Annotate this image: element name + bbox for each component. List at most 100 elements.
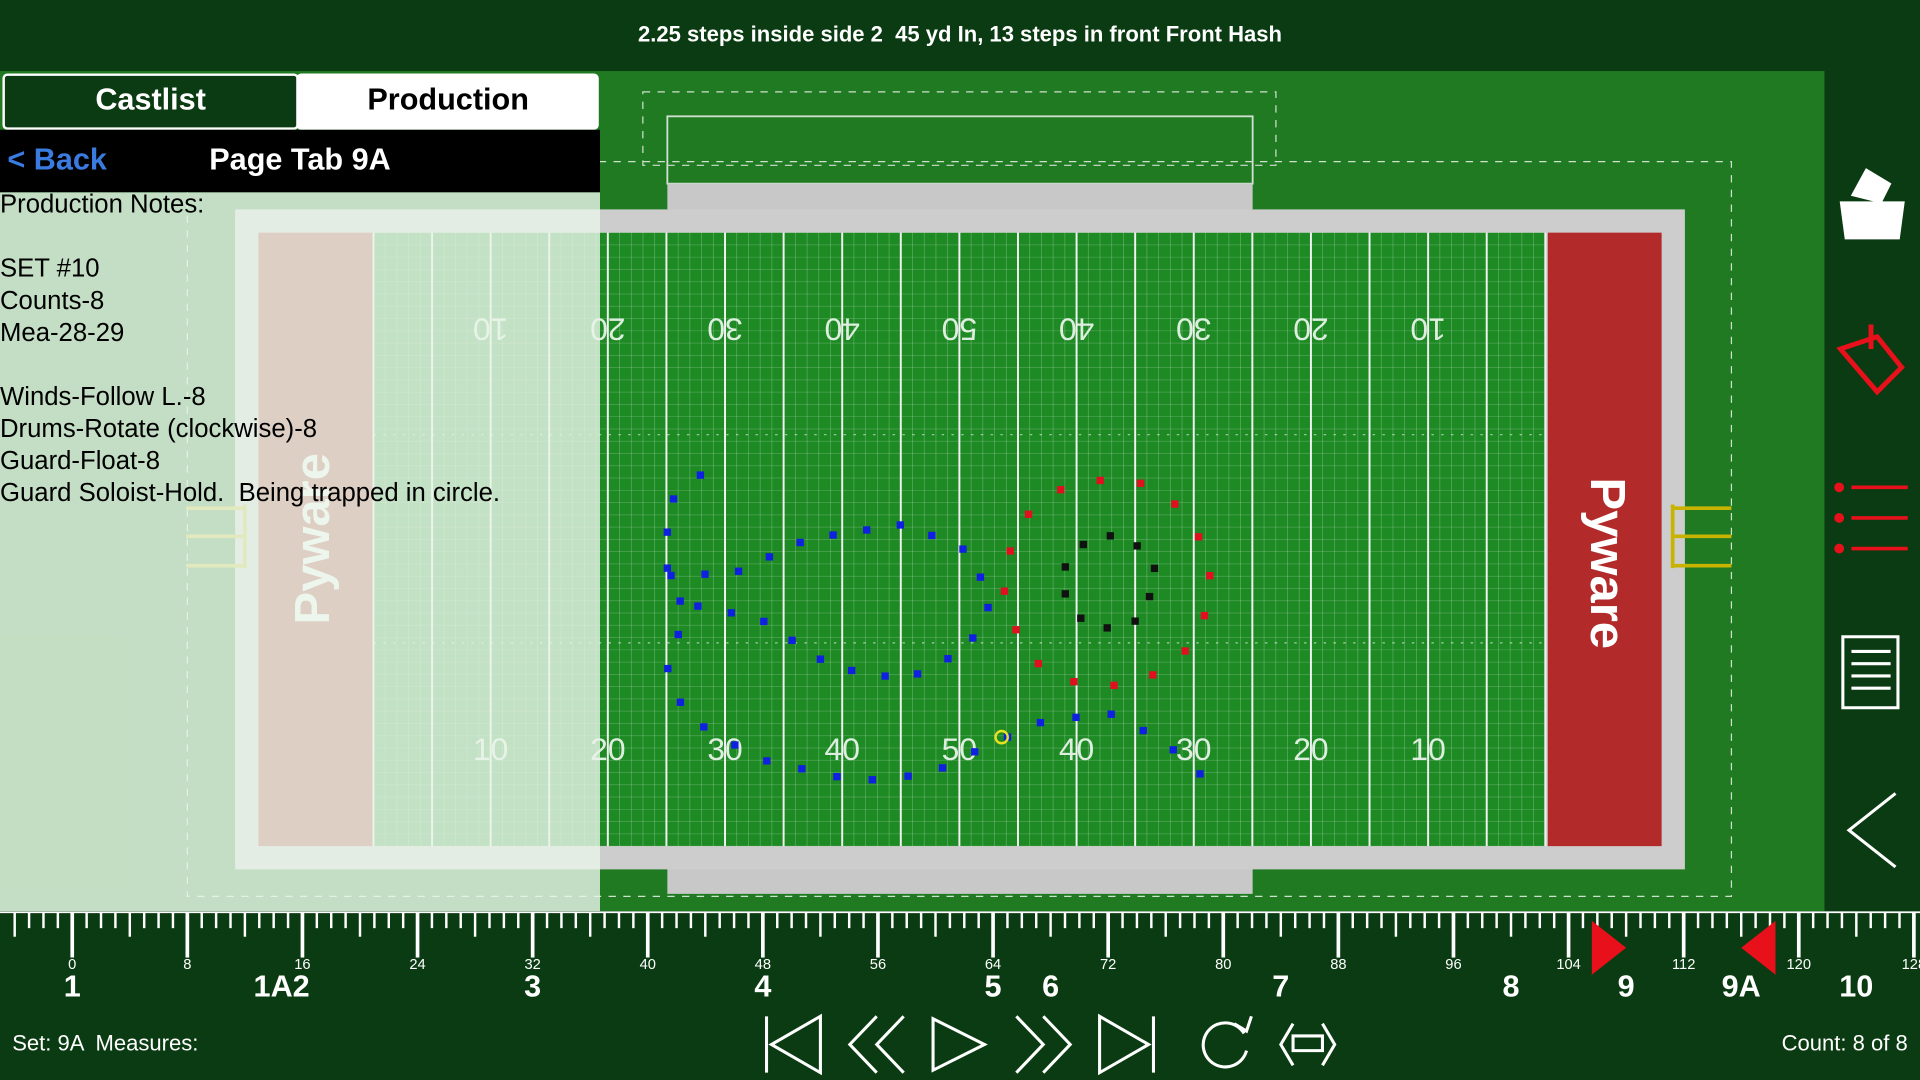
performer-dot[interactable]	[798, 765, 806, 773]
performer-dot[interactable]	[788, 636, 796, 644]
play[interactable]	[931, 1016, 988, 1073]
tab-production[interactable]	[296, 73, 599, 130]
performer-dot[interactable]	[928, 531, 936, 540]
performer-dot[interactable]	[669, 495, 678, 503]
loop[interactable]	[1201, 1015, 1253, 1069]
performer-dot[interactable]	[1196, 770, 1204, 778]
range-end-flag[interactable]	[1741, 920, 1776, 975]
performer-dot[interactable]	[896, 521, 904, 529]
tool-notes[interactable]	[1841, 635, 1900, 710]
performer-dot[interactable]	[1181, 647, 1189, 655]
set-label[interactable]: 4	[754, 969, 771, 1003]
set-label[interactable]: 5	[985, 969, 1002, 1003]
range-start-flag[interactable]	[1591, 920, 1627, 975]
performer-dot[interactable]	[1034, 659, 1042, 668]
performer-dot[interactable]	[1103, 624, 1111, 632]
performer-dot[interactable]	[1200, 611, 1209, 620]
performer-dot[interactable]	[1206, 571, 1214, 580]
performer-dot[interactable]	[734, 567, 743, 575]
selected-performer[interactable]	[994, 729, 1009, 745]
performer-dot[interactable]	[674, 630, 682, 639]
performer-dot[interactable]	[1024, 510, 1033, 518]
performer-dot[interactable]	[696, 471, 705, 479]
tool-paint[interactable]	[1839, 168, 1905, 240]
set-label[interactable]: 1	[64, 969, 81, 1003]
tool-alert[interactable]	[1836, 324, 1905, 396]
performer-dot[interactable]	[731, 741, 739, 749]
performer-dot[interactable]	[676, 698, 685, 706]
performer-dot[interactable]	[1012, 626, 1020, 634]
performer-dot[interactable]	[664, 664, 672, 673]
performer-dot[interactable]	[763, 757, 771, 765]
set-label[interactable]: 6	[1042, 969, 1059, 1003]
tab-label[interactable]: Castlist	[95, 83, 206, 117]
rewind[interactable]	[847, 1015, 905, 1074]
performer-dot[interactable]	[1006, 547, 1014, 555]
performer-dot[interactable]	[1061, 590, 1069, 598]
performer-dot[interactable]	[881, 672, 889, 680]
performer-dot[interactable]	[1194, 533, 1203, 541]
performer-dot[interactable]	[829, 531, 837, 539]
performer-dot[interactable]	[1145, 592, 1154, 601]
performer-dot[interactable]	[944, 655, 952, 663]
skip-end[interactable]	[1098, 1013, 1155, 1076]
performer-dot[interactable]	[976, 573, 985, 581]
performer-dot[interactable]	[667, 571, 675, 580]
set-label[interactable]: 9	[1618, 969, 1635, 1003]
tool-list[interactable]	[1851, 485, 1908, 551]
tab-label[interactable]: Production	[367, 83, 529, 117]
tool-collapse[interactable]	[1846, 792, 1897, 869]
performer-dot[interactable]	[1036, 718, 1045, 727]
performer-dot[interactable]	[904, 772, 912, 780]
performer-dot[interactable]	[727, 609, 735, 617]
performer-dot[interactable]	[984, 603, 992, 612]
performer-dot[interactable]	[938, 764, 947, 772]
performer-dot[interactable]	[676, 597, 684, 605]
performer-dot[interactable]	[694, 602, 702, 610]
set-label[interactable]: 1A2	[254, 969, 310, 1003]
fast-forward[interactable]	[1015, 1015, 1073, 1074]
performer-dot[interactable]	[1171, 500, 1179, 508]
performer-dot[interactable]	[1139, 726, 1147, 735]
performer-dot[interactable]	[1079, 540, 1087, 549]
fit-width[interactable]	[1279, 1022, 1337, 1067]
skip-start[interactable]	[765, 1013, 822, 1076]
performer-dot[interactable]	[959, 545, 967, 553]
performer-dot[interactable]	[816, 655, 825, 663]
performer-dot[interactable]	[1107, 710, 1115, 718]
set-label[interactable]: 7	[1272, 969, 1289, 1003]
performer-dot[interactable]	[700, 723, 708, 731]
performer-dot[interactable]	[1149, 671, 1157, 679]
set-label[interactable]: 8	[1503, 969, 1520, 1003]
performer-dot[interactable]	[1150, 564, 1159, 573]
performer-dot[interactable]	[1110, 681, 1118, 690]
performer-dot[interactable]	[868, 776, 877, 784]
performer-dot[interactable]	[663, 528, 672, 536]
performer-dot[interactable]	[1072, 713, 1080, 722]
performer-dot[interactable]	[971, 748, 979, 756]
performer-dot[interactable]	[1096, 476, 1104, 485]
performer-dot[interactable]	[863, 526, 871, 534]
performer-dot[interactable]	[701, 570, 709, 578]
performer-dot[interactable]	[1106, 532, 1114, 540]
performer-dot[interactable]	[796, 538, 804, 547]
performer-dot[interactable]	[765, 553, 774, 561]
performer-dot[interactable]	[1070, 677, 1078, 686]
performer-dot[interactable]	[1131, 617, 1139, 625]
set-label[interactable]: 10	[1839, 969, 1873, 1003]
performer-dot[interactable]	[833, 773, 841, 781]
performer-dot[interactable]	[1169, 746, 1177, 754]
performer-dot[interactable]	[760, 617, 768, 626]
performer-dot[interactable]	[1133, 542, 1141, 550]
performer-dot[interactable]	[1077, 614, 1085, 622]
performer-dot[interactable]	[1136, 479, 1145, 487]
performer-dot[interactable]	[1061, 563, 1069, 571]
performer-dot[interactable]	[847, 666, 856, 675]
performer-dot[interactable]	[913, 670, 922, 678]
set-label[interactable]: 9A	[1722, 969, 1761, 1003]
performer-dot[interactable]	[969, 634, 977, 642]
back-button[interactable]: < Back	[7, 143, 108, 177]
performer-dot[interactable]	[1057, 486, 1065, 494]
set-label[interactable]: 3	[524, 969, 541, 1003]
performer-dot[interactable]	[1000, 587, 1009, 595]
